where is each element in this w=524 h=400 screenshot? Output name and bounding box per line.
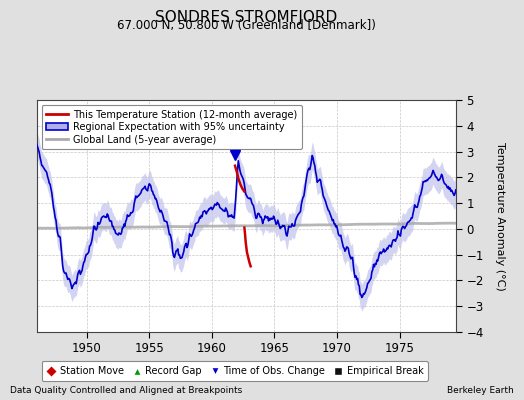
Text: 67.000 N, 50.800 W (Greenland [Denmark]): 67.000 N, 50.800 W (Greenland [Denmark]) [117, 19, 376, 32]
Y-axis label: Temperature Anomaly (°C): Temperature Anomaly (°C) [495, 142, 505, 290]
Text: SONDRES STROMFJORD: SONDRES STROMFJORD [155, 10, 337, 25]
Legend: Station Move, Record Gap, Time of Obs. Change, Empirical Break: Station Move, Record Gap, Time of Obs. C… [41, 361, 428, 381]
Text: Berkeley Earth: Berkeley Earth [447, 386, 514, 395]
Text: Data Quality Controlled and Aligned at Breakpoints: Data Quality Controlled and Aligned at B… [10, 386, 243, 395]
